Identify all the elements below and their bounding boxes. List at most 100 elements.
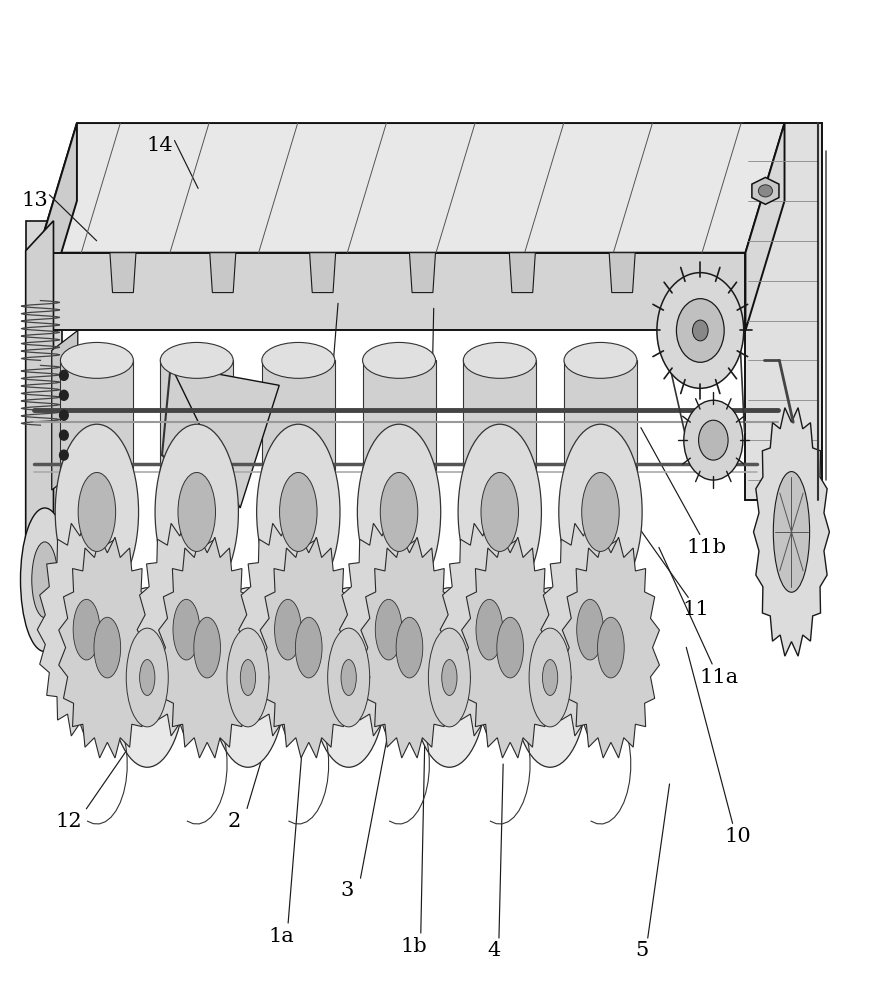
Polygon shape	[541, 518, 639, 741]
Ellipse shape	[274, 599, 301, 660]
Polygon shape	[210, 253, 236, 293]
Ellipse shape	[381, 472, 418, 551]
Ellipse shape	[73, 599, 100, 660]
Polygon shape	[340, 518, 438, 741]
Ellipse shape	[139, 660, 155, 695]
Circle shape	[59, 370, 68, 380]
Polygon shape	[37, 123, 785, 253]
Ellipse shape	[227, 628, 269, 727]
Ellipse shape	[429, 628, 470, 727]
Text: 4: 4	[487, 941, 500, 960]
Circle shape	[59, 450, 68, 460]
Ellipse shape	[357, 424, 441, 600]
Polygon shape	[609, 253, 635, 293]
Ellipse shape	[78, 472, 116, 551]
Polygon shape	[440, 518, 538, 741]
Ellipse shape	[411, 588, 488, 767]
Polygon shape	[746, 123, 785, 330]
Ellipse shape	[262, 342, 334, 378]
Polygon shape	[26, 221, 53, 610]
Ellipse shape	[458, 424, 542, 600]
Ellipse shape	[529, 628, 571, 727]
Ellipse shape	[476, 599, 503, 660]
Ellipse shape	[210, 588, 287, 767]
Circle shape	[59, 430, 68, 440]
Ellipse shape	[577, 599, 604, 660]
Polygon shape	[159, 537, 256, 758]
Polygon shape	[60, 360, 133, 470]
Polygon shape	[37, 123, 77, 330]
Ellipse shape	[442, 660, 457, 695]
Text: 1a: 1a	[268, 927, 294, 946]
Ellipse shape	[362, 452, 436, 488]
Ellipse shape	[375, 599, 402, 660]
Ellipse shape	[60, 452, 133, 488]
Ellipse shape	[31, 542, 57, 618]
Polygon shape	[239, 518, 337, 741]
Ellipse shape	[310, 588, 387, 767]
Polygon shape	[462, 537, 558, 758]
Polygon shape	[409, 253, 436, 293]
Text: 14: 14	[146, 136, 172, 155]
Ellipse shape	[657, 273, 744, 388]
Ellipse shape	[160, 452, 233, 488]
Polygon shape	[160, 360, 233, 470]
Ellipse shape	[94, 617, 121, 678]
Ellipse shape	[677, 299, 724, 362]
Polygon shape	[260, 537, 357, 758]
Polygon shape	[463, 360, 537, 470]
Ellipse shape	[598, 617, 625, 678]
Text: 1b: 1b	[401, 937, 427, 956]
Ellipse shape	[55, 424, 138, 600]
Text: 3: 3	[341, 881, 354, 900]
Ellipse shape	[582, 472, 619, 551]
Polygon shape	[752, 177, 779, 204]
Ellipse shape	[257, 424, 340, 600]
Ellipse shape	[684, 400, 743, 480]
Polygon shape	[753, 408, 829, 656]
Ellipse shape	[564, 342, 637, 378]
Ellipse shape	[280, 472, 317, 551]
Ellipse shape	[60, 342, 133, 378]
Ellipse shape	[21, 508, 69, 652]
Ellipse shape	[362, 342, 436, 378]
Circle shape	[59, 390, 68, 400]
Ellipse shape	[155, 424, 239, 600]
Polygon shape	[563, 537, 659, 758]
Ellipse shape	[341, 660, 356, 695]
Text: 11b: 11b	[686, 538, 726, 557]
Polygon shape	[746, 123, 822, 500]
Ellipse shape	[512, 588, 588, 767]
Polygon shape	[510, 253, 536, 293]
Text: 2: 2	[227, 812, 240, 831]
Ellipse shape	[559, 424, 642, 600]
Ellipse shape	[178, 472, 215, 551]
Text: 12: 12	[56, 812, 83, 831]
Ellipse shape	[327, 628, 369, 727]
Ellipse shape	[543, 660, 557, 695]
Ellipse shape	[194, 617, 220, 678]
Polygon shape	[26, 221, 62, 580]
Polygon shape	[309, 253, 335, 293]
Polygon shape	[564, 360, 637, 470]
Ellipse shape	[126, 628, 168, 727]
Ellipse shape	[160, 342, 233, 378]
Ellipse shape	[109, 588, 186, 767]
Ellipse shape	[463, 342, 537, 378]
Ellipse shape	[759, 185, 773, 197]
Ellipse shape	[240, 660, 255, 695]
Ellipse shape	[396, 617, 422, 678]
Ellipse shape	[692, 320, 708, 341]
Ellipse shape	[463, 452, 537, 488]
Text: 5: 5	[636, 941, 649, 960]
Polygon shape	[262, 360, 334, 470]
Polygon shape	[361, 537, 458, 758]
Polygon shape	[51, 330, 78, 490]
Polygon shape	[110, 253, 136, 293]
Circle shape	[59, 410, 68, 420]
Text: 13: 13	[21, 191, 48, 210]
Ellipse shape	[295, 617, 322, 678]
Ellipse shape	[496, 617, 523, 678]
Text: 11a: 11a	[699, 668, 738, 687]
Ellipse shape	[481, 472, 518, 551]
